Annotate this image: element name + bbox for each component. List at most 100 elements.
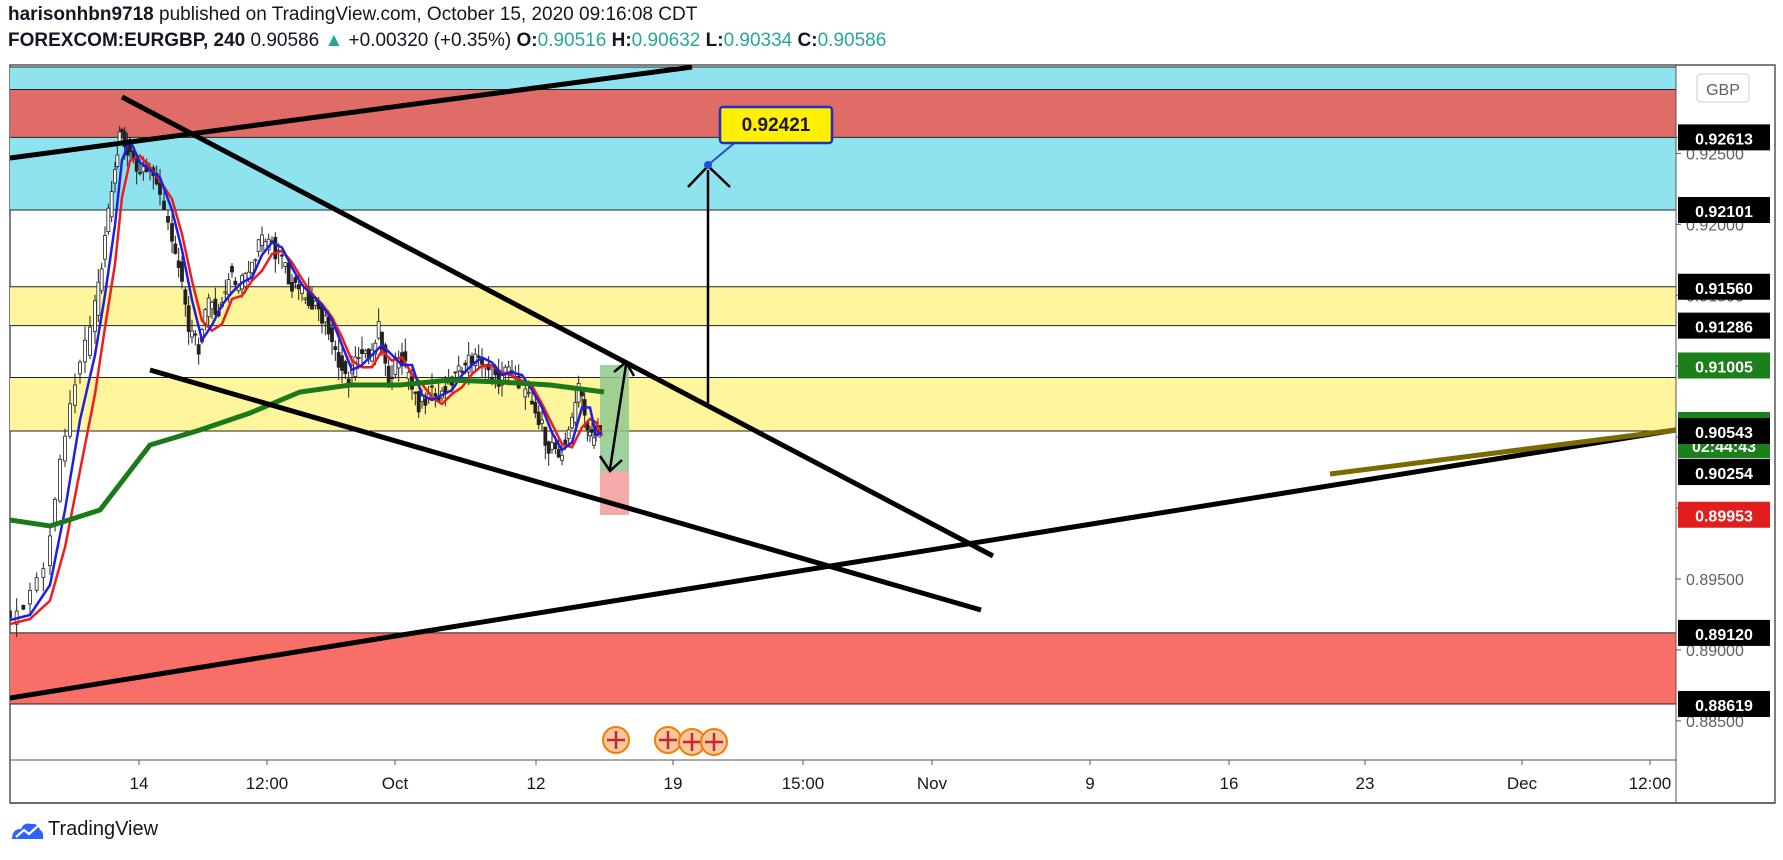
zone-0 [10,67,1676,211]
price-tick-label: 0.88500 [1686,714,1744,731]
tradingview-branding[interactable]: TradingView [10,818,158,841]
candle-body [536,411,541,426]
candle-body [556,449,561,458]
candle-body [456,365,461,372]
candle-body [206,297,211,318]
candle-body [360,349,364,354]
candle-body [226,279,231,295]
candle-body [256,239,261,252]
up-arrow-icon: ▲ [324,30,344,51]
time-tick-label: 16 [1220,774,1239,793]
candle-body [416,391,421,413]
price-label-box [1678,273,1770,300]
candle-body [233,280,238,286]
candle-body [356,357,361,359]
trend-line-1 [120,94,995,559]
tradingview-logo-icon [12,823,44,839]
author-name[interactable]: harisonhbn9718 [8,4,154,25]
low-value: 0.90334 [723,30,793,51]
candle-body [376,321,381,339]
price-label-text: 0.88619 [1695,698,1753,715]
price-label-box [1678,312,1770,339]
price-change: +0.00320 (+0.35%) [348,30,512,51]
candle-body [290,282,294,292]
trend-line-0 [10,65,693,161]
price-label-box [1678,691,1770,717]
price-label-box [1678,501,1770,528]
candle-body [180,261,184,282]
candle-body [550,442,554,450]
price-label-text: 0.89120 [1695,627,1753,644]
event-flag-cross [607,731,625,749]
candle-body [193,333,198,336]
price-label-text: 0.91560 [1695,281,1753,298]
candle-body [88,326,92,356]
plot-area: 0.92421 [10,65,1676,756]
price-label-box [1678,352,1770,379]
candle-body [186,305,191,332]
measure-arrow-head-up [613,360,636,377]
trend-line-3 [10,427,1676,701]
last-price: 0.90586 [250,30,320,51]
candle-body [138,172,142,175]
candle-body [570,416,574,429]
candle-body [423,398,428,406]
candle-body [96,281,101,316]
candle-body [134,158,139,172]
candle-body [473,353,478,366]
trend-line-2 [149,367,982,613]
candle-body [173,243,178,254]
price-label-box [1678,197,1770,224]
candle-body [223,291,228,294]
low-label: L: [705,30,724,51]
event-flag-cross [659,731,677,749]
measure-arrow-line [608,364,628,470]
event-flag-cross [683,733,701,751]
candle-body [41,568,46,578]
time-tick-label: 19 [664,774,683,793]
zone-4 [10,632,1676,704]
time-tick-label: 14 [130,774,149,793]
candle-body [93,300,97,332]
publish-info: published on TradingView.com, October 15… [159,4,698,25]
candle-body [183,289,188,305]
zone-1 [10,89,1676,138]
candle-body [162,200,166,210]
candle-body [588,431,592,437]
candle-body [533,402,538,414]
time-tick-label: 9 [1085,774,1094,793]
candle-body [68,403,72,437]
candle-body [573,402,578,423]
candle-body [546,441,551,454]
candle-body [363,350,368,354]
candle-body [286,262,291,285]
time-tick-label: 15:00 [782,774,825,793]
candle-body [99,268,104,292]
time-tick-label: Nov [917,774,948,793]
price-label-text: 0.92613 [1695,131,1753,148]
candle-body [530,400,534,405]
symbol-line: FOREXCOM:EURGBP, 240 0.90586 ▲ +0.00320 … [8,30,886,52]
candle-body [320,306,324,324]
candle-body [213,298,218,315]
time-tick-label: Oct [382,774,409,793]
candle-body [21,604,26,610]
candle-body [115,154,120,167]
candle-body [580,391,584,397]
currency-badge [1696,73,1750,103]
candle-body [250,261,254,274]
price-label-box [1678,619,1770,646]
open-value: 0.90516 [537,30,607,51]
time-tick-label: 12 [527,774,546,793]
candle-body [10,610,12,619]
open-label: O: [516,30,538,51]
candle-body [58,458,62,502]
candle-body [386,365,391,383]
candle-body [523,388,528,398]
candle-body [253,259,258,262]
candle-body [543,426,548,446]
symbol-name[interactable]: FOREXCOM:EURGBP, 240 [8,30,246,51]
candle-body [230,265,234,273]
candle-body [303,297,308,300]
